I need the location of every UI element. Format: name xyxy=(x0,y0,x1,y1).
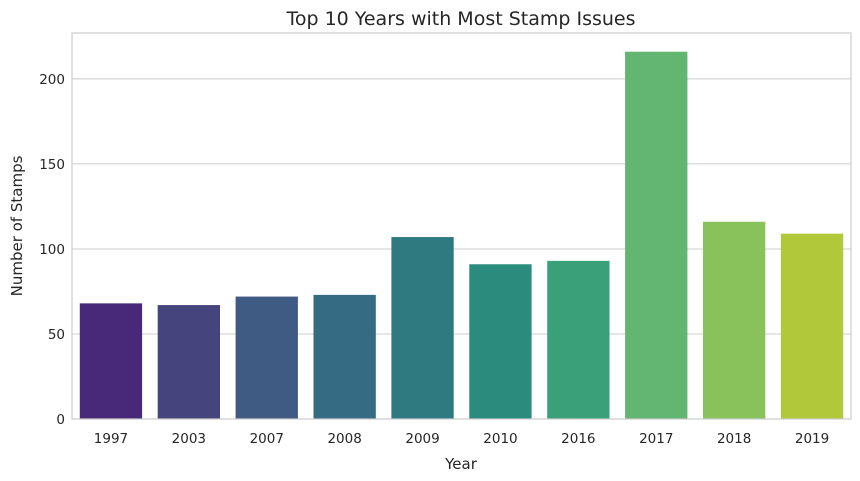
y-tick-label: 150 xyxy=(39,157,65,173)
x-tick-label: 2009 xyxy=(405,431,439,447)
bar-2017 xyxy=(625,51,688,420)
x-tick-label: 1997 xyxy=(94,431,128,447)
x-axis-label: Year xyxy=(444,455,478,473)
bar-2007 xyxy=(235,296,298,419)
y-tick-label: 100 xyxy=(39,242,65,258)
x-tick-label: 2007 xyxy=(250,431,284,447)
x-tick-label: 2008 xyxy=(327,431,361,447)
x-tick-label: 2017 xyxy=(639,431,673,447)
bar-2008 xyxy=(313,294,376,419)
x-tick-label: 2019 xyxy=(795,431,829,447)
bar-2003 xyxy=(157,305,221,419)
x-tick-label: 2016 xyxy=(561,431,595,447)
x-axis-ticks: 1997 2003 2007 2008 2009 2010 2016 2017 2018 2019 xyxy=(94,431,829,447)
bar-2009 xyxy=(391,237,454,419)
y-tick-label: 200 xyxy=(39,72,65,88)
plot-frame xyxy=(71,32,852,420)
y-axis-label: Number of Stamps xyxy=(8,155,26,296)
y-tick-label: 50 xyxy=(48,327,65,343)
x-tick-label: 2018 xyxy=(717,431,751,447)
bar-2019 xyxy=(780,233,844,419)
bars xyxy=(79,51,844,420)
bar-1997 xyxy=(79,303,143,419)
bar-2010 xyxy=(469,264,532,419)
bar-2016 xyxy=(547,260,610,419)
x-tick-label: 2010 xyxy=(483,431,517,447)
y-axis-ticks: 0 50 100 150 200 xyxy=(39,72,65,428)
chart-title: Top 10 Years with Most Stamp Issues xyxy=(285,8,635,30)
bar-2018 xyxy=(702,221,766,419)
y-tick-label: 0 xyxy=(56,412,65,428)
x-tick-label: 2003 xyxy=(172,431,206,447)
